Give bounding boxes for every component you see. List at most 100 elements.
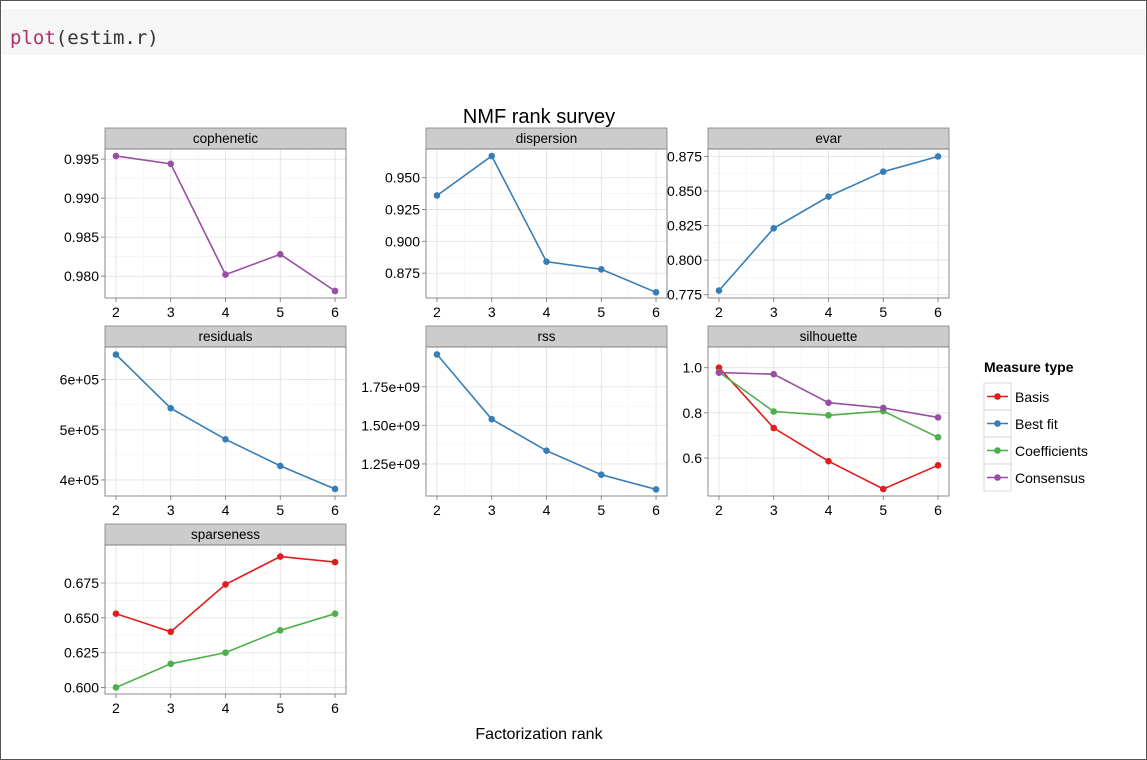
- y-tick-label: 1.25e+09: [361, 456, 420, 472]
- code-line: plot(estim.r): [10, 27, 159, 49]
- x-tick-label: 2: [112, 700, 120, 716]
- x-tick-label: 6: [331, 502, 339, 518]
- data-point: [825, 412, 832, 419]
- code-args: (estim.r): [55, 27, 159, 49]
- legend-title: Measure type: [984, 359, 1074, 375]
- facet-panel-sparseness: sparseness 0.600 0.625 0.650 0.675 2 3 4 5 6: [64, 523, 347, 716]
- data-point: [112, 684, 120, 691]
- data-point: [770, 424, 778, 432]
- x-axis-title: Factorization rank: [475, 726, 603, 743]
- x-tick-label: 2: [433, 502, 441, 518]
- x-tick-label: 5: [879, 502, 887, 518]
- data-point: [222, 271, 229, 278]
- y-tick-label: 0.990: [64, 190, 99, 206]
- x-tick-label: 5: [879, 304, 887, 320]
- data-point: [825, 399, 832, 406]
- code-function: plot: [10, 27, 56, 49]
- facet-panel-rss: rss 1.25e+09 1.50e+09 1.75e+09 2 3 4 5 6: [361, 325, 668, 518]
- data-point: [934, 153, 942, 160]
- x-tick-label: 3: [488, 304, 496, 320]
- facet-strip-label: residuals: [198, 329, 252, 344]
- y-tick-label: 0.850: [667, 183, 702, 199]
- x-tick-label: 3: [167, 502, 175, 518]
- data-point: [879, 168, 887, 175]
- x-tick-label: 2: [715, 502, 723, 518]
- data-point: [652, 288, 660, 296]
- y-tick-label: 0.825: [667, 218, 702, 234]
- data-point: [331, 610, 339, 617]
- y-tick-label: 6e+05: [60, 372, 100, 388]
- x-tick-label: 5: [276, 700, 284, 716]
- data-point: [715, 287, 723, 294]
- legend: Measure type Basis Best fit Coefficients Co…: [983, 359, 1088, 492]
- x-tick-label: 6: [652, 502, 660, 518]
- facet-strip-label: sparseness: [191, 527, 260, 542]
- data-point: [222, 649, 229, 656]
- facet-panel-evar: evar 0.775 0.800 0.825 0.850 0.875 2 3 4 5 6: [667, 127, 950, 320]
- x-tick-label: 2: [112, 304, 120, 320]
- data-point: [433, 351, 441, 358]
- x-tick-label: 5: [276, 304, 284, 320]
- x-tick-label: 5: [276, 502, 284, 518]
- facet-strip-label: silhouette: [800, 329, 858, 344]
- x-tick-label: 6: [652, 304, 660, 320]
- data-point: [543, 447, 550, 454]
- y-tick-label: 5e+05: [60, 422, 100, 438]
- x-tick-label: 6: [331, 304, 339, 320]
- legend-entry-basis: Basis: [983, 382, 1049, 411]
- data-point: [597, 471, 605, 479]
- data-point: [715, 364, 723, 371]
- data-point: [543, 258, 550, 266]
- data-point: [276, 251, 284, 258]
- data-point: [770, 370, 778, 378]
- x-tick-label: 4: [222, 700, 230, 716]
- x-tick-label: 6: [331, 700, 339, 716]
- y-tick-label: 0.625: [64, 645, 99, 661]
- y-tick-label: 1.50e+09: [361, 417, 420, 433]
- data-point: [934, 461, 942, 469]
- data-point: [222, 436, 229, 443]
- data-point: [167, 404, 175, 412]
- data-point: [770, 225, 778, 232]
- y-tick-label: 0.875: [385, 265, 420, 281]
- data-point: [167, 660, 175, 668]
- y-tick-label: 0.985: [64, 229, 99, 245]
- data-point: [652, 486, 660, 493]
- y-tick-label: 0.950: [385, 170, 420, 186]
- legend-label: Consensus: [1015, 470, 1085, 486]
- data-point: [276, 627, 284, 634]
- y-tick-label: 0.980: [64, 268, 99, 284]
- facet-strip-label: cophenetic: [193, 131, 259, 146]
- y-tick-label: 0.925: [385, 201, 420, 217]
- x-tick-label: 6: [934, 304, 942, 320]
- x-tick-label: 3: [167, 700, 175, 716]
- x-tick-label: 4: [825, 502, 833, 518]
- x-tick-label: 2: [715, 304, 723, 320]
- facet-panel-residuals: residuals 4e+05 5e+05 6e+05 2 3 4 5 6: [60, 325, 347, 518]
- x-tick-label: 4: [543, 304, 551, 320]
- data-point: [331, 485, 339, 493]
- data-point: [276, 553, 284, 560]
- y-tick-label: 0.650: [64, 610, 99, 626]
- data-point: [879, 404, 887, 412]
- legend-entry-consensus: Consensus: [983, 463, 1085, 492]
- x-tick-label: 3: [770, 502, 778, 518]
- y-tick-label: 4e+05: [60, 472, 100, 488]
- data-point: [112, 610, 120, 617]
- chart-title: NMF rank survey: [463, 106, 615, 128]
- x-tick-label: 3: [488, 502, 496, 518]
- data-point: [112, 351, 120, 358]
- legend-key-point: [994, 474, 1001, 481]
- data-point: [167, 628, 175, 636]
- x-tick-label: 2: [112, 502, 120, 518]
- x-tick-label: 4: [543, 502, 551, 518]
- y-tick-label: 0.800: [667, 252, 702, 268]
- data-point: [934, 433, 942, 441]
- y-tick-label: 0.8: [683, 405, 703, 421]
- x-tick-label: 6: [934, 502, 942, 518]
- legend-label: Best fit: [1015, 416, 1058, 432]
- y-tick-label: 0.675: [64, 575, 99, 591]
- data-point: [597, 266, 605, 273]
